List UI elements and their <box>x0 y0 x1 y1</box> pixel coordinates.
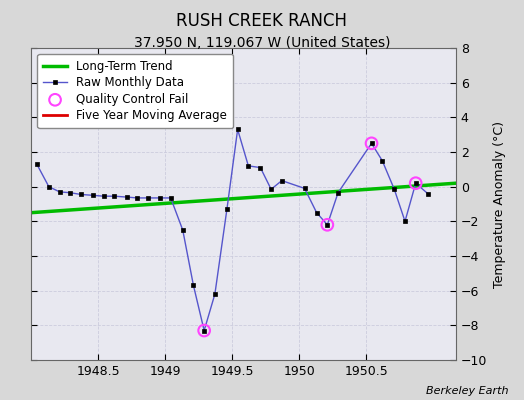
Raw Monthly Data <box>268 187 274 192</box>
Raw Monthly Data <box>90 193 96 198</box>
Raw Monthly Data <box>34 162 40 166</box>
Raw Monthly Data <box>324 222 331 227</box>
Raw Monthly Data <box>335 190 341 195</box>
Raw Monthly Data <box>424 191 431 196</box>
Raw Monthly Data <box>168 196 174 200</box>
Text: 37.950 N, 119.067 W (United States): 37.950 N, 119.067 W (United States) <box>134 36 390 50</box>
Legend: Long-Term Trend, Raw Monthly Data, Quality Control Fail, Five Year Moving Averag: Long-Term Trend, Raw Monthly Data, Quali… <box>37 54 233 128</box>
Raw Monthly Data <box>67 190 73 195</box>
Text: Berkeley Earth: Berkeley Earth <box>426 386 508 396</box>
Raw Monthly Data <box>412 181 419 186</box>
Line: Raw Monthly Data: Raw Monthly Data <box>35 127 430 333</box>
Raw Monthly Data <box>57 190 63 194</box>
Raw Monthly Data <box>145 196 151 200</box>
Quality Control Fail <box>323 222 332 228</box>
Quality Control Fail <box>367 140 376 146</box>
Raw Monthly Data <box>157 196 163 200</box>
Raw Monthly Data <box>402 219 408 224</box>
Raw Monthly Data <box>111 194 117 198</box>
Raw Monthly Data <box>46 184 52 189</box>
Raw Monthly Data <box>201 328 208 333</box>
Raw Monthly Data <box>257 165 264 170</box>
Quality Control Fail <box>411 180 420 186</box>
Raw Monthly Data <box>391 187 397 192</box>
Raw Monthly Data <box>78 192 84 197</box>
Raw Monthly Data <box>190 283 196 288</box>
Raw Monthly Data <box>212 292 218 296</box>
Raw Monthly Data <box>134 196 140 200</box>
Raw Monthly Data <box>180 228 186 232</box>
Raw Monthly Data <box>123 195 129 200</box>
Raw Monthly Data <box>313 210 320 215</box>
Raw Monthly Data <box>379 158 385 163</box>
Raw Monthly Data <box>235 127 241 132</box>
Text: RUSH CREEK RANCH: RUSH CREEK RANCH <box>177 12 347 30</box>
Raw Monthly Data <box>279 178 285 183</box>
Raw Monthly Data <box>368 141 375 146</box>
Quality Control Fail <box>200 327 209 334</box>
Raw Monthly Data <box>245 164 252 168</box>
Y-axis label: Temperature Anomaly (°C): Temperature Anomaly (°C) <box>493 120 506 288</box>
Raw Monthly Data <box>224 207 230 212</box>
Raw Monthly Data <box>101 194 107 198</box>
Raw Monthly Data <box>301 186 308 191</box>
